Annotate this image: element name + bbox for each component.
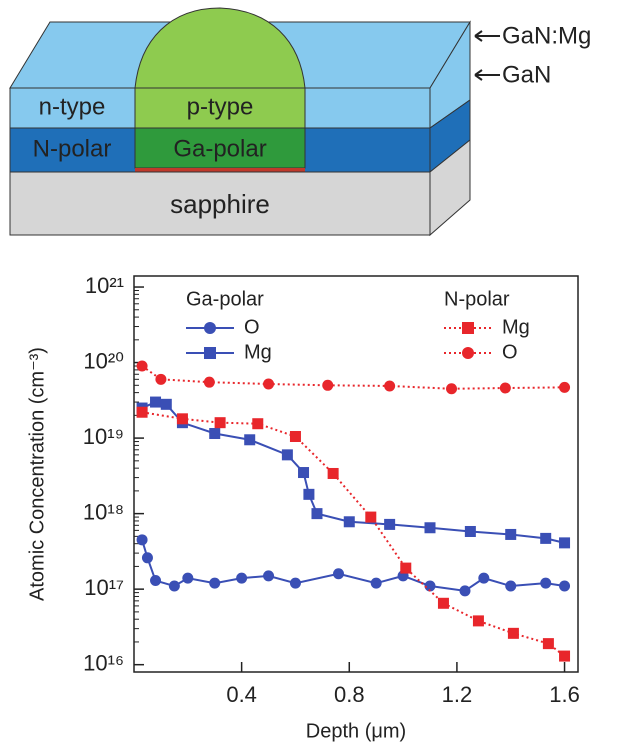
data-point	[333, 568, 345, 580]
legend-label: Mg	[244, 341, 272, 363]
legend-title: Ga-polar	[186, 288, 264, 310]
data-point	[559, 537, 571, 549]
x-tick-label: 1.6	[549, 682, 580, 707]
data-point	[559, 381, 571, 393]
legend-marker	[204, 322, 216, 334]
data-point	[289, 430, 301, 442]
data-point	[136, 406, 148, 418]
legend-label: O	[244, 316, 260, 338]
legend-label: O	[502, 341, 518, 363]
data-point	[505, 580, 517, 592]
arrow	[474, 30, 500, 42]
series-line	[141, 539, 565, 592]
label: N-polar	[33, 135, 112, 162]
data-point	[150, 575, 162, 587]
label: sapphire	[170, 189, 270, 219]
data-point	[176, 413, 188, 425]
y-tick-label: 10²⁰	[83, 348, 124, 373]
data-point	[155, 373, 167, 385]
data-point	[370, 577, 382, 589]
data-point	[505, 528, 517, 540]
data-point	[365, 511, 377, 523]
data-point	[311, 508, 323, 520]
label: n-type	[39, 93, 106, 120]
legend-label: Mg	[502, 316, 530, 338]
data-point	[384, 380, 396, 392]
data-point	[136, 360, 148, 372]
data-point	[322, 379, 334, 391]
data-point	[540, 577, 552, 589]
label: p-type	[187, 93, 254, 120]
y-tick-label: 10¹⁷	[84, 575, 124, 600]
data-point	[150, 396, 162, 408]
data-point	[499, 382, 511, 394]
data-point	[424, 522, 436, 534]
data-point	[400, 562, 412, 574]
label: GaN	[502, 61, 551, 88]
data-point	[182, 572, 194, 584]
x-tick-label: 1.2	[442, 682, 473, 707]
data-point	[203, 376, 215, 388]
data-point	[507, 627, 519, 639]
data-point	[263, 378, 275, 390]
data-point	[209, 428, 221, 440]
data-point	[252, 418, 264, 430]
data-point	[343, 516, 355, 528]
y-axis-label: Atomic Concentration (cm⁻³)	[26, 347, 48, 601]
data-point	[437, 597, 449, 609]
legend-marker	[462, 322, 474, 334]
data-point	[298, 467, 310, 479]
data-point	[244, 434, 256, 446]
y-tick-label: 10¹⁹	[83, 424, 124, 449]
x-tick-label: 0.8	[334, 682, 365, 707]
data-point	[542, 638, 554, 650]
x-axis-label: Depth (μm)	[306, 720, 406, 742]
chart: 10¹⁶ 10¹⁷ 10¹⁸ 10¹⁹ 10²⁰ 10²¹ 0.4 0.8 1.2 1.6 Dept…	[26, 273, 580, 742]
data-point	[459, 585, 471, 597]
sapphire-layer	[9, 171, 431, 236]
data-point	[236, 572, 248, 584]
data-point	[559, 580, 571, 592]
label: GaN:Mg	[502, 22, 591, 49]
data-point	[281, 449, 293, 461]
data-point	[559, 650, 571, 662]
data-point	[464, 525, 476, 537]
data-point	[446, 383, 458, 395]
data-point	[303, 488, 315, 500]
data-point	[540, 532, 552, 544]
data-point	[424, 580, 436, 592]
data-point	[327, 467, 339, 479]
data-point	[214, 417, 226, 429]
y-tick-label: 10¹⁶	[83, 650, 124, 675]
layer-diagram: n-type p-type N-polar Ga-polar sapphire …	[9, 7, 591, 237]
interlayer	[135, 168, 305, 172]
data-point	[472, 615, 484, 627]
label: Ga-polar	[173, 135, 266, 162]
legend-title: N-polar	[444, 288, 510, 310]
legend-marker	[462, 347, 474, 359]
data-point	[136, 534, 148, 546]
y-tick-label: 10¹⁸	[83, 499, 124, 524]
data-point	[141, 552, 153, 564]
p-type-dome	[134, 7, 306, 89]
data-point	[160, 398, 172, 410]
plot-frame	[133, 275, 579, 673]
data-point	[263, 570, 275, 582]
arrow	[474, 69, 500, 81]
data-point	[478, 572, 490, 584]
x-tick-label: 0.4	[226, 682, 257, 707]
data-point	[384, 518, 396, 530]
data-point	[209, 577, 221, 589]
legend-marker	[204, 347, 216, 359]
data-point	[289, 577, 301, 589]
data-point	[168, 580, 180, 592]
y-tick-label: 10²¹	[85, 273, 124, 298]
